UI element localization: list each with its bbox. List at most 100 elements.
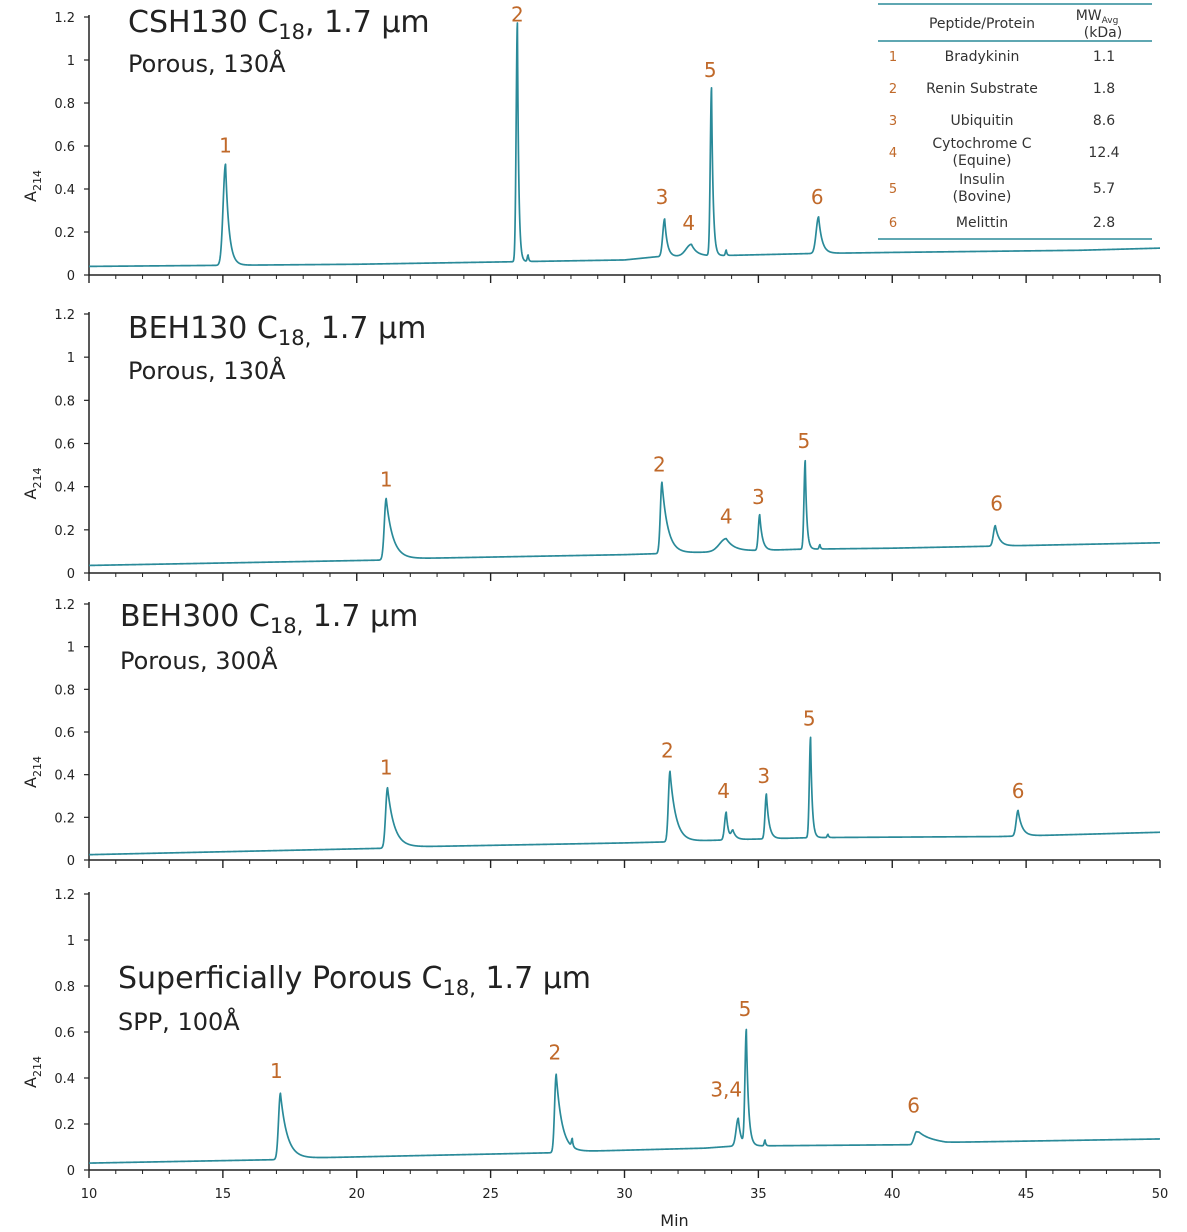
x-tick-label: 25 bbox=[482, 1187, 499, 1202]
panel-title: CSH130 C18, 1.7 µm bbox=[128, 5, 430, 44]
peak-label: 6 bbox=[990, 491, 1003, 515]
table-row-mw: 1.1 bbox=[1093, 49, 1115, 65]
peak-label: 3 bbox=[752, 485, 765, 509]
table-row-name: Insulin bbox=[959, 172, 1005, 188]
table-row: 4 Cytochrome C(Equine) 12.4 bbox=[889, 136, 1120, 169]
chromatogram-trace bbox=[88, 1028, 1161, 1164]
y-tick-label: 0 bbox=[67, 269, 75, 284]
chromatogram-trace bbox=[88, 459, 1161, 567]
table-header-mw: MWAvg bbox=[1076, 8, 1119, 26]
panel-title: BEH130 C18, 1.7 µm bbox=[128, 311, 426, 350]
table-row-name-line2: (Equine) bbox=[953, 153, 1012, 169]
table-row-name: Renin Substrate bbox=[926, 81, 1038, 97]
peak-label: 2 bbox=[661, 739, 674, 763]
peak-label: 5 bbox=[704, 58, 717, 82]
y-axis-label: A214 bbox=[21, 468, 44, 500]
table-row-number: 5 bbox=[889, 182, 897, 197]
y-tick-label: 0.2 bbox=[54, 524, 75, 539]
x-tick-label: 20 bbox=[348, 1187, 365, 1202]
y-tick-label: 0.6 bbox=[54, 438, 75, 453]
peak-label: 1 bbox=[219, 133, 232, 157]
table-header-unit: (kDa) bbox=[1084, 25, 1122, 41]
x-tick-label: 30 bbox=[616, 1187, 633, 1202]
y-tick-label: 0.8 bbox=[54, 683, 75, 698]
peak-label: 4 bbox=[682, 211, 695, 235]
y-tick-label: 1 bbox=[67, 54, 75, 69]
peak-label: 5 bbox=[798, 429, 811, 453]
y-tick-label: 1 bbox=[67, 351, 75, 366]
y-tick-label: 0.4 bbox=[54, 183, 75, 198]
peak-label: 2 bbox=[653, 453, 666, 477]
table-row-name: Ubiquitin bbox=[951, 113, 1014, 129]
y-tick-label: 0.4 bbox=[54, 1072, 75, 1087]
peak-label: 5 bbox=[803, 707, 816, 731]
y-tick-label: 0.8 bbox=[54, 394, 75, 409]
y-tick-label: 1.2 bbox=[54, 598, 75, 613]
table-row-mw: 12.4 bbox=[1088, 145, 1119, 161]
peptide-legend-table: Peptide/Protein MWAvg(kDa) 1 Bradykinin 1.1 2… bbox=[878, 3, 1152, 240]
table-row-number: 4 bbox=[889, 146, 897, 161]
y-axis-label: A214 bbox=[21, 1056, 44, 1088]
peak-label: 6 bbox=[811, 185, 824, 209]
y-tick-label: 0.6 bbox=[54, 726, 75, 741]
x-tick-label: 10 bbox=[81, 1187, 98, 1202]
chromatogram-trace bbox=[88, 736, 1161, 856]
table-row: 5 Insulin(Bovine) 5.7 bbox=[889, 172, 1115, 205]
y-tick-label: 0 bbox=[67, 1164, 75, 1179]
table-row: 3 Ubiquitin 8.6 bbox=[889, 113, 1115, 129]
peak-label: 6 bbox=[1012, 779, 1025, 803]
x-tick-label: 50 bbox=[1152, 1187, 1169, 1202]
table-row: 6 Melittin 2.8 bbox=[889, 215, 1115, 231]
x-tick-label: 15 bbox=[215, 1187, 232, 1202]
peak-label: 1 bbox=[270, 1059, 283, 1083]
chromatogram-panel-3: 0 0.2 0.4 0.6 0.8 1 1.2 A214 BEH300 C18, 1.7 µm P… bbox=[21, 598, 1161, 869]
x-tick-label: 35 bbox=[750, 1187, 767, 1202]
panel-title: Superficially Porous C18, 1.7 µm bbox=[118, 961, 591, 1000]
table-row-name: Cytochrome C bbox=[932, 136, 1031, 152]
table-row-mw: 8.6 bbox=[1093, 113, 1115, 129]
panel-subtitle: Porous, 300Å bbox=[120, 646, 278, 675]
peak-label: 4 bbox=[717, 779, 730, 803]
chromatogram-panel-1: 0 0.2 0.4 0.6 0.8 1 1.2 A214 CSH130 C18, 1.7 µm P… bbox=[21, 2, 1161, 284]
x-tick-label: 45 bbox=[1018, 1187, 1035, 1202]
y-tick-label: 1.2 bbox=[54, 888, 75, 903]
y-tick-label: 1.2 bbox=[54, 11, 75, 26]
peak-label: 3 bbox=[656, 185, 669, 209]
y-tick-label: 0.8 bbox=[54, 97, 75, 112]
table-row-number: 2 bbox=[889, 82, 897, 97]
y-tick-label: 0 bbox=[67, 854, 75, 869]
table-row-number: 1 bbox=[889, 50, 897, 65]
peak-label: 3 bbox=[757, 764, 770, 788]
peak-label: 3,4 bbox=[710, 1077, 742, 1101]
y-tick-label: 1 bbox=[67, 641, 75, 656]
table-header-name: Peptide/Protein bbox=[929, 16, 1035, 32]
peak-label: 5 bbox=[739, 997, 752, 1021]
panel-subtitle: Porous, 130Å bbox=[128, 356, 286, 385]
table-row-name: Melittin bbox=[956, 215, 1008, 231]
chromatogram-trace bbox=[88, 22, 1161, 268]
chromatogram-panel-2: 0 0.2 0.4 0.6 0.8 1 1.2 A214 BEH130 C18, 1.7 µm P… bbox=[21, 308, 1161, 582]
y-axis-label: A214 bbox=[21, 756, 44, 788]
table-row: 1 Bradykinin 1.1 bbox=[889, 49, 1115, 65]
y-tick-label: 0.2 bbox=[54, 811, 75, 826]
y-tick-label: 0.8 bbox=[54, 980, 75, 995]
x-axis-label: Min bbox=[660, 1211, 688, 1230]
peak-label: 4 bbox=[720, 504, 733, 528]
peak-label: 6 bbox=[907, 1094, 920, 1118]
y-tick-label: 0 bbox=[67, 567, 75, 582]
y-axis-label: A214 bbox=[21, 170, 44, 202]
y-tick-label: 1 bbox=[67, 934, 75, 949]
x-tick-label: 40 bbox=[884, 1187, 901, 1202]
panel-subtitle: Porous, 130Å bbox=[128, 49, 286, 78]
table-row-mw: 5.7 bbox=[1093, 181, 1115, 197]
y-tick-label: 0.4 bbox=[54, 769, 75, 784]
y-tick-label: 0.6 bbox=[54, 140, 75, 155]
panel-subtitle: SPP, 100Å bbox=[118, 1007, 240, 1036]
table-row-name-line2: (Bovine) bbox=[953, 189, 1012, 205]
table-row-mw: 1.8 bbox=[1093, 81, 1115, 97]
y-tick-label: 1.2 bbox=[54, 308, 75, 323]
table-row-number: 3 bbox=[889, 114, 897, 129]
panel-title: BEH300 C18, 1.7 µm bbox=[120, 599, 418, 638]
y-tick-label: 0.2 bbox=[54, 226, 75, 241]
